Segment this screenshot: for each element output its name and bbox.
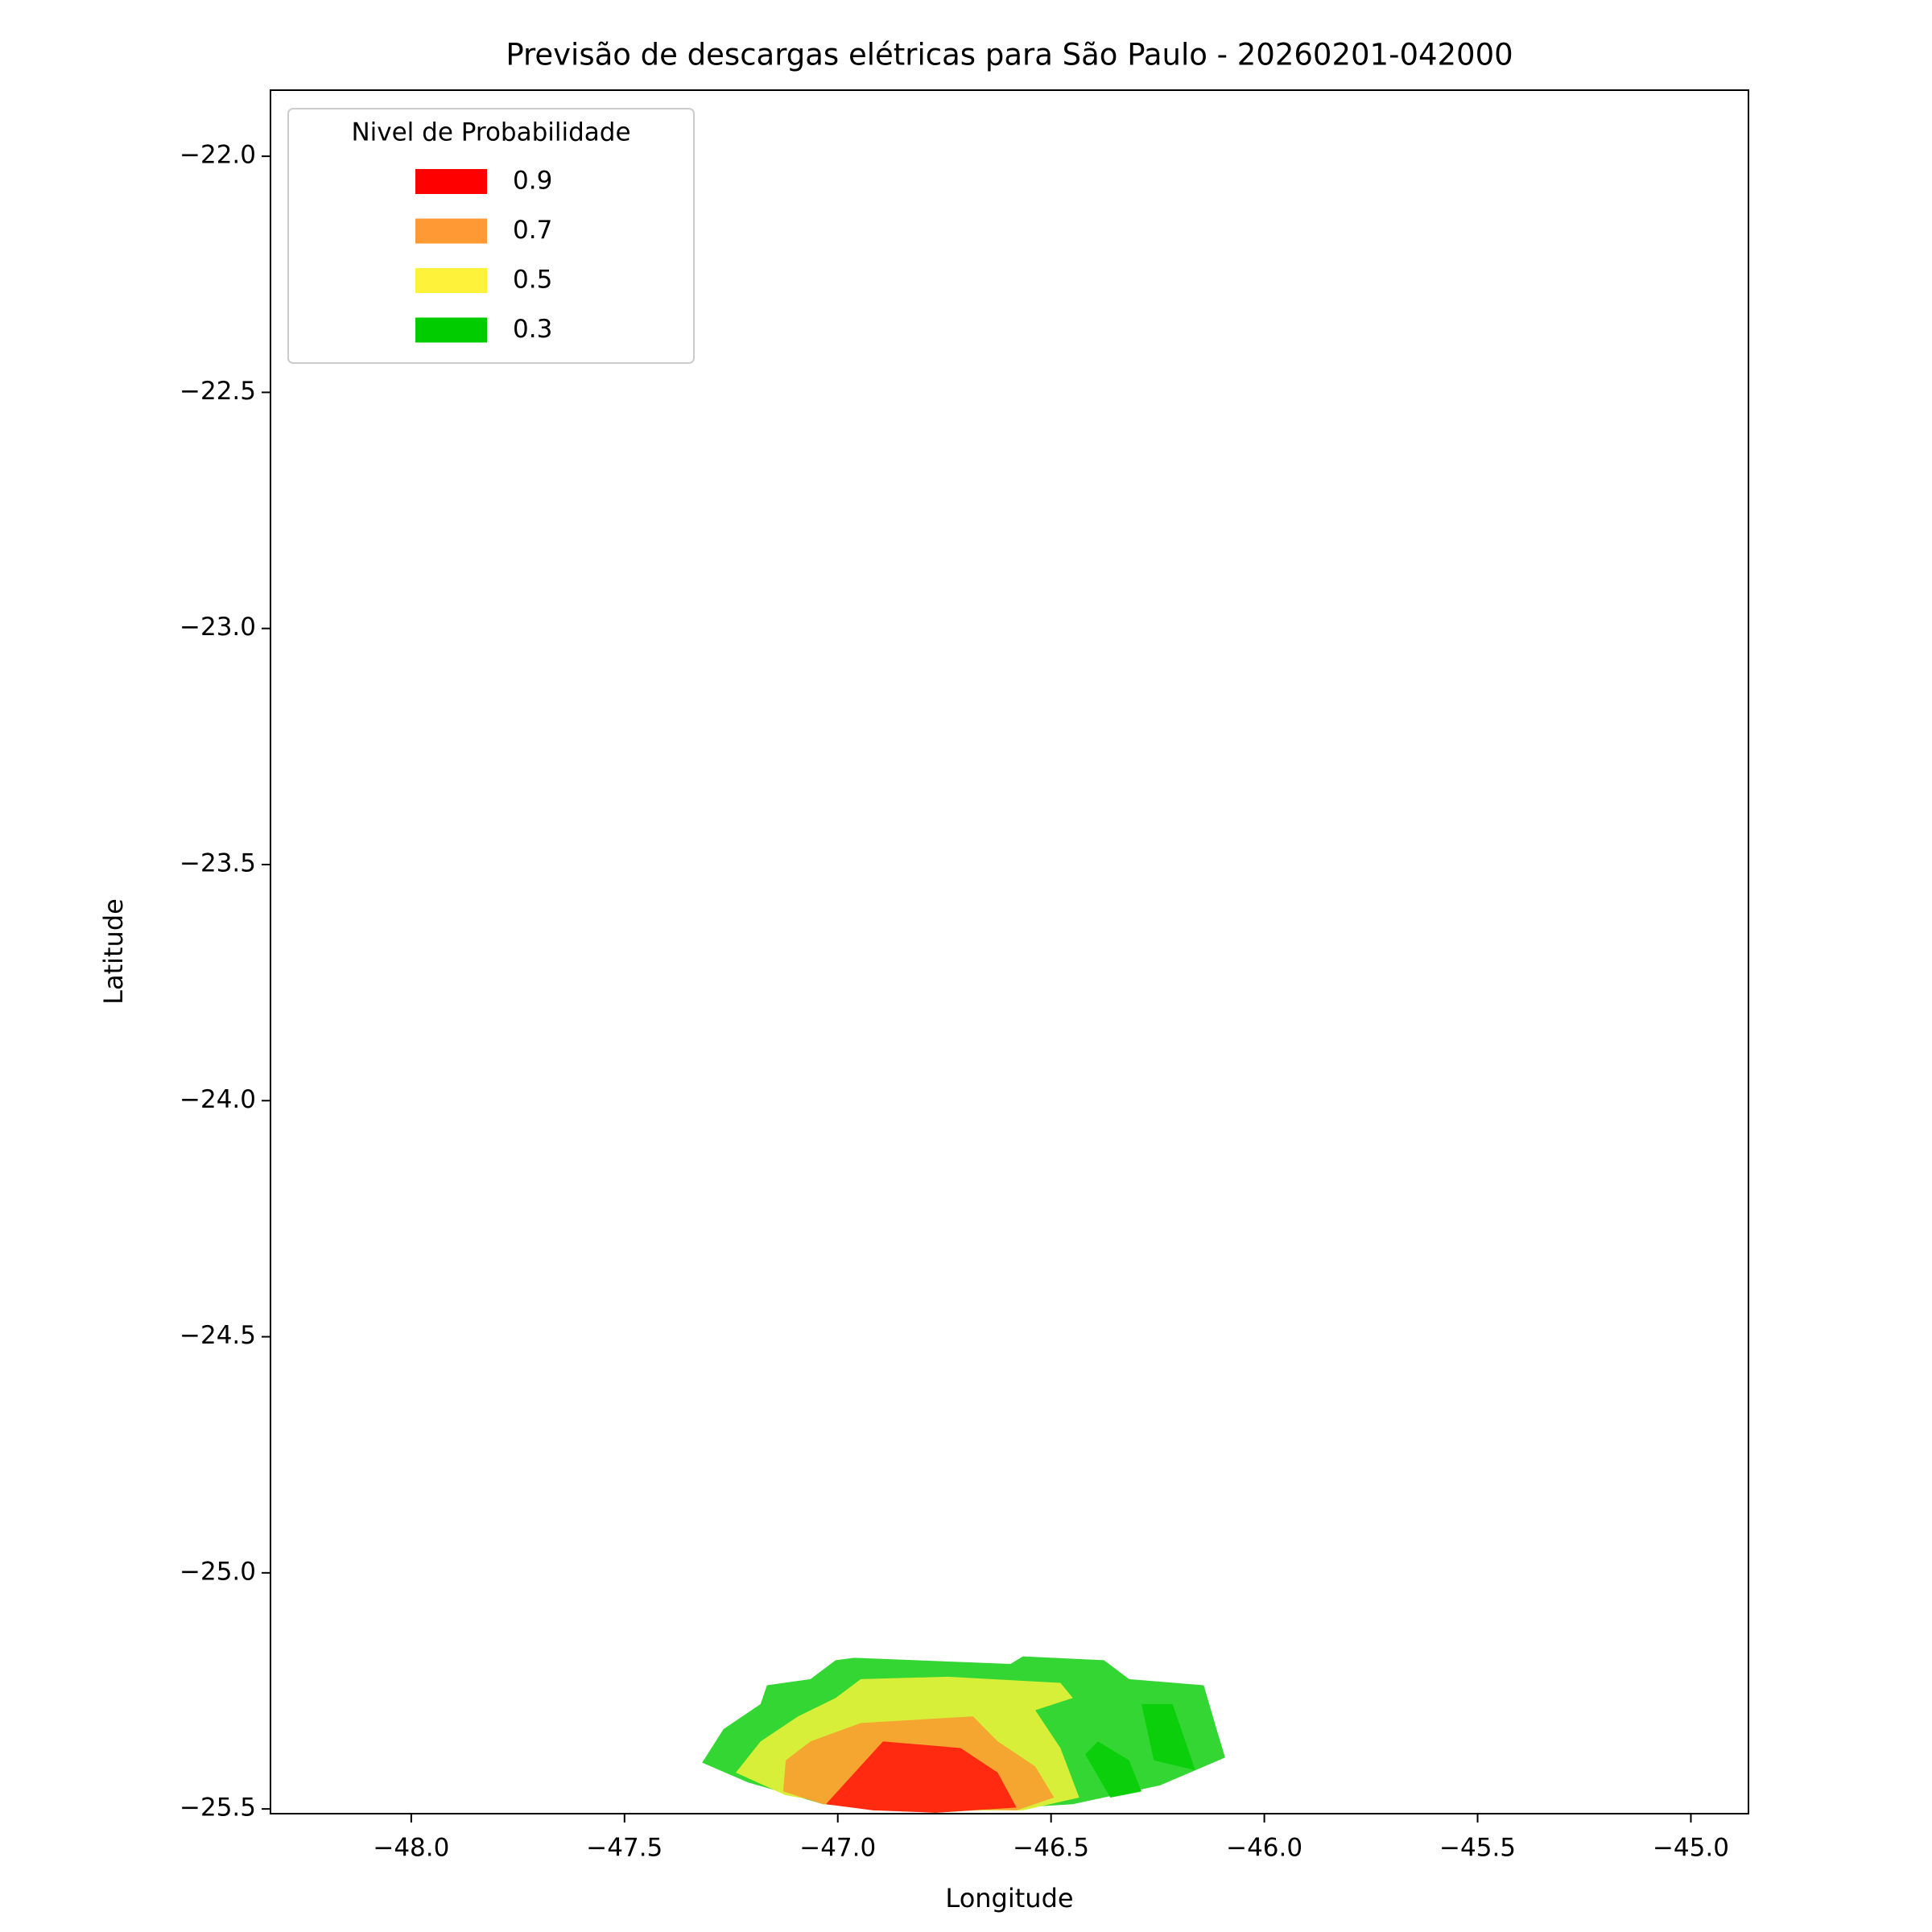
y-tick-label: −22.5 [180,377,256,406]
legend-label: 0.7 [513,216,552,245]
legend-title: Nivel de Probabilidade [351,118,630,147]
x-tick-label: −45.0 [1653,1834,1729,1863]
x-tick-label: −46.5 [1013,1834,1089,1863]
legend-swatch [415,218,487,244]
x-tick-label: −48.0 [373,1834,449,1863]
legend-label: 0.5 [513,266,552,295]
y-tick-label: −25.0 [180,1557,256,1586]
y-tick-label: −25.5 [180,1794,256,1823]
contour-region [1085,1741,1141,1798]
plot-frame [270,89,1749,1814]
x-tick-label: −46.0 [1226,1834,1302,1863]
y-tick-label: −23.0 [180,613,256,642]
y-tick-label: −23.5 [180,848,256,877]
contour-region [825,1741,1017,1813]
contour-region [1141,1703,1195,1771]
legend-label: 0.9 [513,167,552,196]
y-axis-label: Latitude [98,898,129,1005]
chart-title: Previsão de descargas elétricas para São… [506,38,1513,72]
x-tick-label: −47.0 [799,1834,876,1863]
legend-label: 0.3 [513,315,552,344]
legend-swatch [415,317,487,343]
x-tick-label: −45.5 [1439,1834,1516,1863]
legend-swatch [415,169,487,194]
y-tick-label: −24.5 [180,1321,256,1350]
y-tick-label: −22.0 [180,141,256,170]
y-tick-label: −24.0 [180,1085,256,1114]
legend-swatch [415,268,487,293]
x-axis-label: Longitude [945,1883,1073,1913]
legend-box [287,108,695,364]
x-tick-label: −47.5 [586,1834,663,1863]
